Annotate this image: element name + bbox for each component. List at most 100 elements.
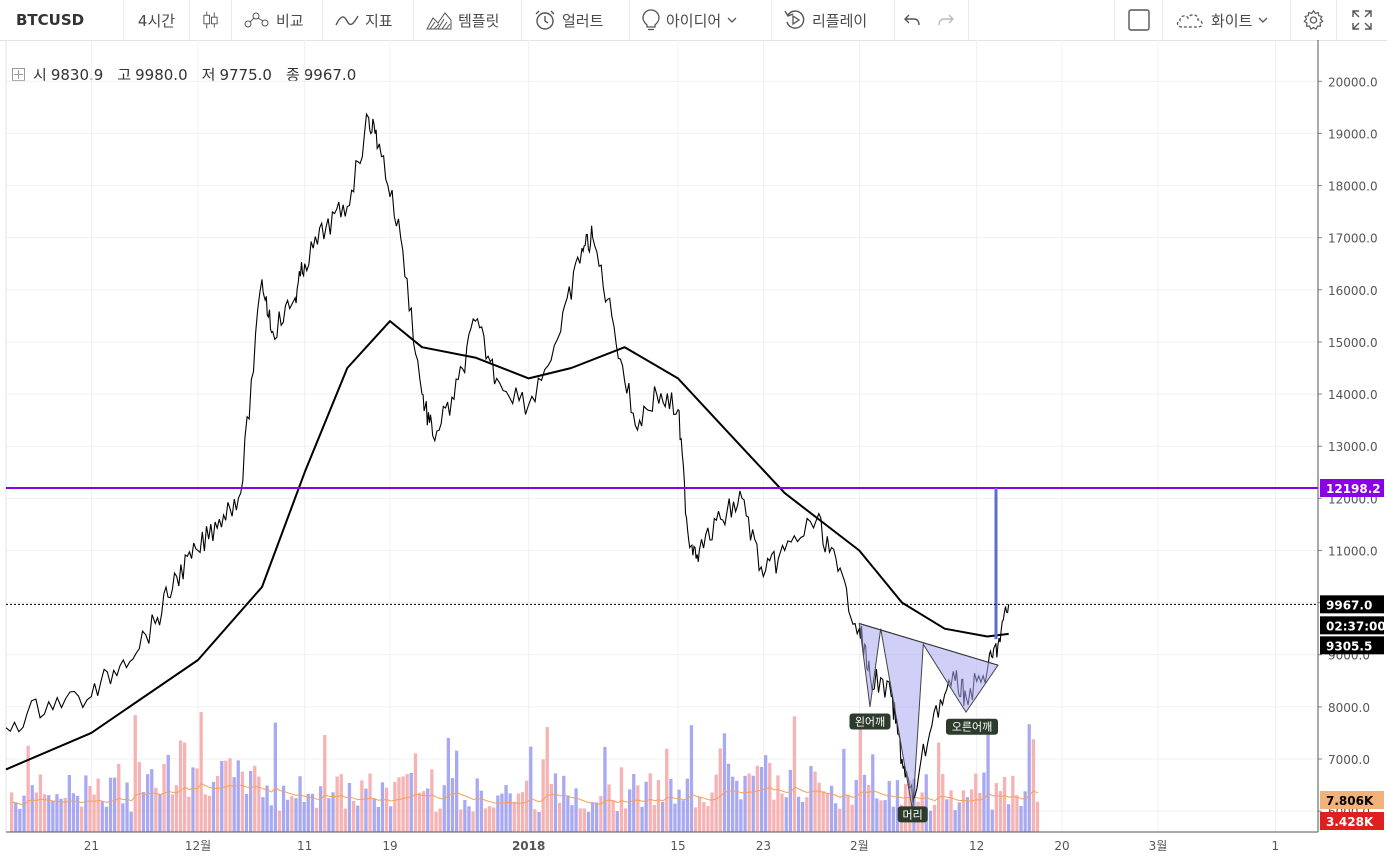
volume-bar [327, 798, 331, 832]
volume-bar [211, 781, 216, 832]
volume-bar [47, 795, 51, 832]
fullscreen-button[interactable] [1337, 0, 1387, 40]
volume-value-label: 3.428K [1326, 815, 1374, 829]
volume-bar [71, 793, 76, 832]
layout-button[interactable] [1115, 0, 1163, 40]
volume-bar [850, 804, 854, 832]
volume-bar [722, 733, 727, 832]
pattern-shape [858, 622, 999, 812]
volume-bar [891, 806, 895, 832]
volume-bar [702, 802, 706, 832]
volume-bar [590, 802, 595, 832]
volume-bar [51, 800, 55, 832]
volume-bar [281, 785, 286, 832]
volume-bar [306, 793, 310, 832]
volume-bar [14, 802, 18, 832]
chart-type-button[interactable] [190, 0, 232, 40]
ohlc-legend: 시 9830.9 고 9980.0 저 9775.0 종 9967.0 [12, 64, 366, 85]
volume-bar [693, 807, 698, 832]
alarm-clock-icon [535, 10, 555, 30]
templates-button[interactable]: 템플릿 [414, 0, 522, 40]
volume-bar [137, 762, 141, 832]
volume-bar [632, 774, 636, 832]
redo-button[interactable] [929, 0, 969, 40]
volume-bar [689, 725, 694, 832]
symbol-search[interactable]: BTCUSD [0, 0, 124, 40]
volume-bar [310, 793, 315, 832]
volume-bar [681, 800, 685, 832]
low-label: 저 [201, 66, 216, 84]
volume-bar [842, 748, 846, 832]
chevron-down-icon [1258, 17, 1268, 23]
settings-button[interactable] [1291, 0, 1337, 40]
volume-bar [611, 800, 615, 832]
volume-bar [302, 802, 306, 832]
volume-bar [178, 740, 183, 832]
cloud-icon [1176, 14, 1203, 28]
volume-bar [990, 809, 994, 832]
ma-price-label-bg [1320, 636, 1384, 655]
volume-bar [953, 810, 957, 832]
volume-bar [220, 761, 224, 832]
legend-toggle-icon[interactable] [12, 68, 25, 81]
volume-bar [558, 802, 562, 832]
volume-bar [191, 767, 195, 832]
undo-button[interactable] [895, 0, 929, 40]
volume-bar [784, 797, 788, 832]
volume-bar [331, 792, 335, 832]
compare-icon [244, 12, 269, 28]
volume-bar [879, 800, 883, 832]
volume-bar [599, 796, 603, 832]
volume-bar [63, 797, 67, 832]
volume-bar [26, 745, 30, 832]
volume-bar [829, 785, 834, 832]
volume-bar [92, 794, 96, 832]
volume-bar [743, 775, 747, 832]
volume-bar [1002, 777, 1007, 832]
volume-bar [100, 801, 104, 832]
y-tick-label: 7000.0 [1328, 753, 1370, 767]
theme-button[interactable]: 화이트 [1163, 0, 1291, 40]
x-tick-label: 15 [670, 839, 685, 853]
volume-bar [982, 772, 986, 832]
volume-bar [492, 807, 496, 832]
volume-bar [22, 795, 26, 832]
volume-bar [463, 800, 467, 832]
indicators-button[interactable]: 지표 [323, 0, 414, 40]
volume-bar [821, 791, 825, 832]
volume-bar [937, 742, 941, 832]
volume-bar [203, 794, 207, 832]
volume-bar [1023, 791, 1027, 832]
compare-button[interactable]: 비교 [232, 0, 323, 40]
volume-bar [537, 812, 541, 832]
replay-button[interactable]: 리플레이 [772, 0, 895, 40]
lightbulb-icon [642, 9, 660, 31]
volume-bar [1019, 806, 1023, 832]
left-shoulder-label-bg [849, 713, 891, 730]
volume-bar [298, 776, 302, 832]
y-tick-label: 19000.0 [1328, 127, 1378, 141]
volume-bar [294, 798, 298, 832]
volume-bar [615, 811, 619, 832]
volume-bar [928, 810, 933, 832]
y-tick-label: 13000.0 [1328, 440, 1378, 454]
volume-bar [67, 775, 71, 832]
x-tick-label: 23 [756, 839, 771, 853]
volume-bar [339, 774, 343, 832]
ideas-button[interactable]: 아이디어 [630, 0, 772, 40]
volume-bar [401, 776, 405, 832]
volume-bar [244, 794, 249, 832]
volume-bar [595, 802, 599, 832]
volume-bar [38, 774, 43, 832]
volume-ma-line [12, 783, 1039, 805]
volume-bar [75, 795, 80, 832]
alerts-label: 얼러트 [562, 11, 604, 30]
volume-bar [764, 755, 768, 832]
volume-bar [949, 790, 953, 832]
interval-button[interactable]: 4시간 [124, 0, 190, 40]
alerts-button[interactable]: 얼러트 [522, 0, 630, 40]
x-tick-label: 2월 [850, 839, 869, 853]
volume-bar [150, 769, 154, 832]
countdown-label: 02:37:00 [1326, 619, 1386, 633]
